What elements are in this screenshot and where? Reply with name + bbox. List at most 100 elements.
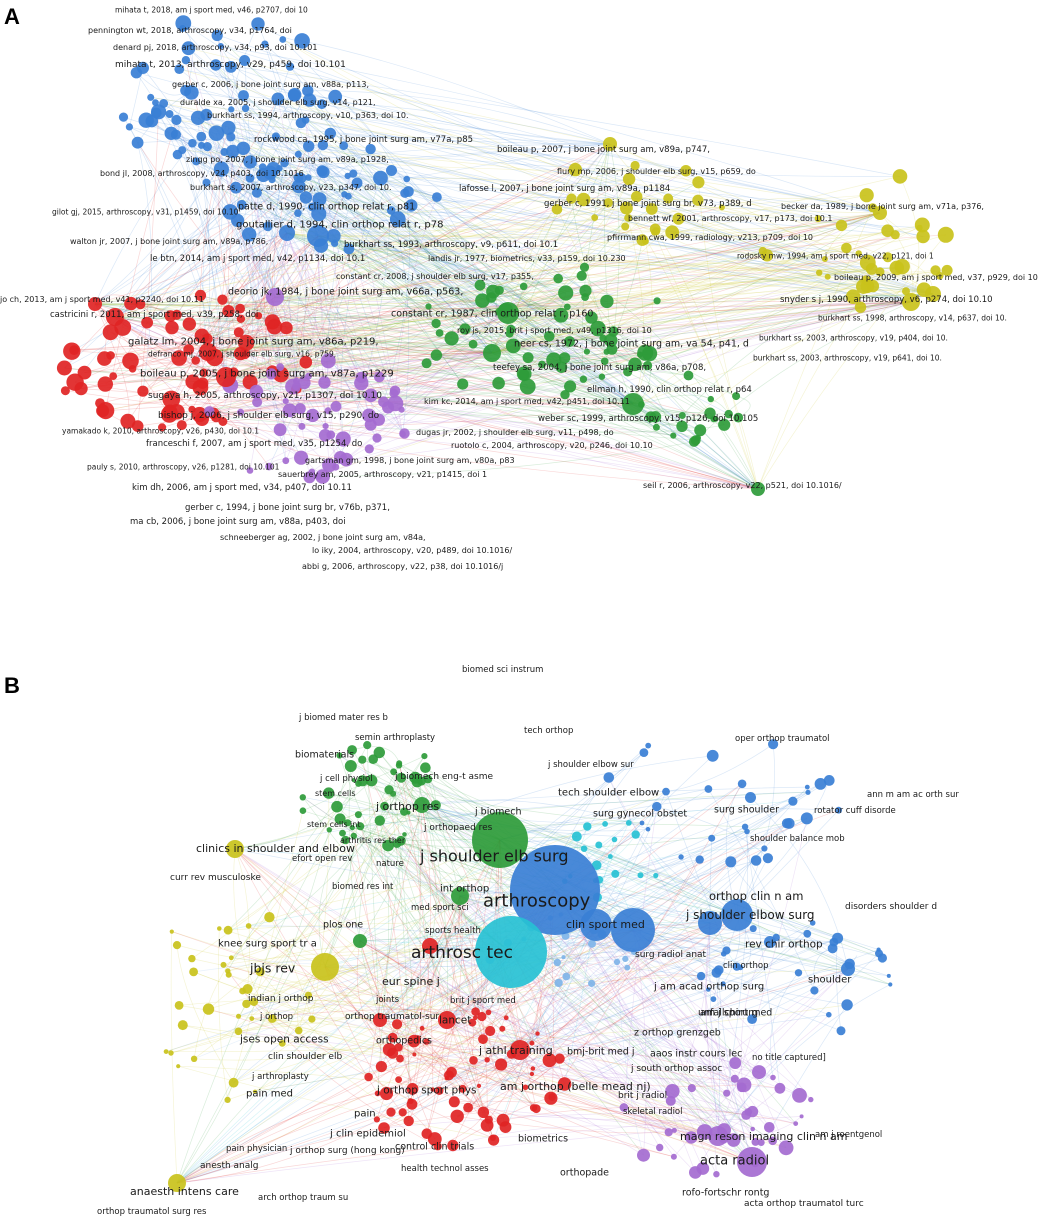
network-node — [553, 958, 561, 967]
network-link — [233, 352, 493, 373]
network-link — [122, 144, 324, 328]
network-link — [899, 176, 920, 303]
network-link — [178, 1065, 493, 1139]
network-node — [271, 92, 285, 106]
network-link — [243, 95, 509, 314]
network-link — [523, 218, 679, 376]
network-link — [207, 243, 335, 353]
node-label: becker da, 1989, j bone joint surg am, v… — [781, 202, 984, 211]
network-node — [282, 398, 289, 405]
network-link — [176, 1129, 675, 1184]
network-link — [110, 331, 227, 378]
network-node — [603, 198, 613, 208]
network-node — [494, 285, 504, 295]
network-node — [665, 1084, 680, 1099]
node-label: bennett wf, 2001, arthroscopy, v17, p173… — [628, 214, 833, 223]
network-link — [221, 168, 566, 395]
network-node — [861, 275, 871, 286]
panel-b-nodes — [163, 739, 893, 1192]
network-node — [387, 1032, 398, 1043]
network-node — [585, 311, 598, 324]
network-node — [122, 352, 139, 370]
node-label: j clin epidemiol — [329, 1129, 406, 1140]
network-link — [307, 90, 611, 145]
network-link — [114, 301, 607, 319]
network-node — [165, 320, 179, 335]
network-link — [201, 145, 716, 420]
network-node — [430, 349, 443, 361]
network-link — [700, 976, 756, 1143]
network-node — [375, 1061, 387, 1073]
network-link — [419, 804, 423, 1029]
network-link — [602, 250, 764, 339]
node-label: acta radiol — [700, 1154, 769, 1169]
network-link — [379, 752, 645, 1021]
network-link — [323, 172, 339, 407]
network-node — [690, 435, 701, 446]
network-node — [192, 157, 201, 166]
network-node — [435, 329, 444, 337]
network-link — [459, 895, 742, 1088]
network-node — [365, 143, 376, 155]
network-link — [721, 197, 881, 214]
network-link — [475, 1011, 773, 1142]
network-node — [118, 112, 129, 122]
network-link — [137, 142, 153, 392]
network-link — [439, 332, 696, 441]
network-link — [225, 310, 506, 378]
network-link — [362, 780, 461, 897]
network-link — [114, 207, 627, 318]
network-link — [317, 225, 842, 237]
node-label: int orthop — [440, 884, 489, 895]
network-node — [175, 15, 192, 32]
network-link — [359, 826, 484, 1040]
network-node — [554, 1053, 565, 1064]
node-label: surg gynecol obstet — [593, 808, 687, 819]
network-link — [207, 232, 288, 353]
network-link — [230, 199, 699, 386]
network-node — [535, 1031, 540, 1036]
network-link — [230, 136, 628, 373]
network-link — [395, 403, 759, 490]
network-node — [886, 973, 891, 978]
network-link — [274, 296, 634, 405]
network-node — [191, 356, 200, 365]
node-label: control clin trials — [395, 1141, 474, 1152]
network-link — [253, 1001, 736, 1064]
network-node — [268, 1014, 277, 1023]
network-link — [176, 949, 879, 1184]
network-link — [81, 351, 209, 389]
network-link — [94, 174, 264, 305]
node-label: mihata t, 2018, am j sport med, v46, p27… — [115, 6, 308, 15]
network-node — [505, 338, 521, 354]
network-link — [286, 232, 362, 378]
network-link — [472, 875, 657, 1023]
network-link — [394, 390, 759, 490]
network-link — [584, 264, 934, 295]
network-node — [120, 413, 136, 429]
network-link — [84, 357, 529, 373]
network-link — [238, 298, 912, 333]
network-link — [207, 133, 331, 353]
network-link — [203, 262, 868, 374]
network-node — [421, 358, 432, 369]
network-node — [199, 368, 209, 378]
network-node — [435, 1086, 444, 1096]
network-link — [491, 250, 763, 354]
network-link — [608, 777, 787, 1148]
network-link — [267, 226, 370, 416]
network-link — [295, 194, 345, 390]
network-node — [685, 1131, 698, 1144]
network-node — [474, 279, 486, 291]
node-label: kim kc, 2014, am j sport med, v42, p451,… — [424, 397, 630, 406]
network-node — [409, 771, 422, 784]
network-node — [450, 1109, 464, 1124]
network-link — [256, 391, 759, 490]
network-link — [491, 290, 907, 354]
network-link — [256, 267, 897, 392]
network-node — [282, 403, 297, 418]
network-link — [75, 381, 403, 435]
network-link — [356, 940, 390, 1050]
network-link — [246, 169, 576, 344]
network-node — [190, 1055, 198, 1063]
